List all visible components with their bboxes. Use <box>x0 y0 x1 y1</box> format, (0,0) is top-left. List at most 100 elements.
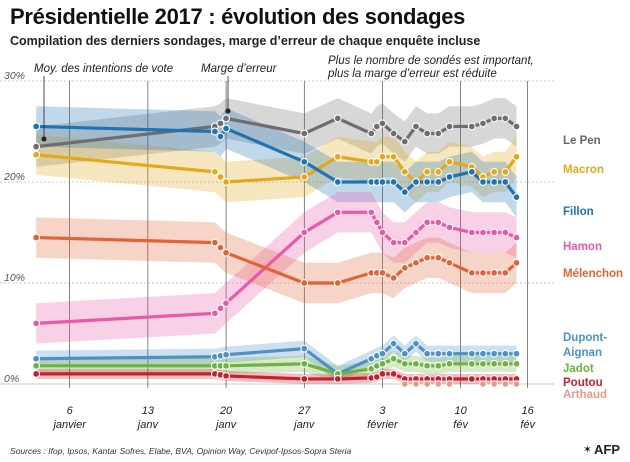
point-melenchon <box>389 274 398 282</box>
series-points <box>32 114 521 388</box>
annotation-average: Moy. des intentions de vote <box>34 63 173 75</box>
point-fillon <box>501 178 510 186</box>
point-hamon <box>367 208 376 217</box>
point-jadot <box>490 359 499 368</box>
point-lepen <box>389 129 398 138</box>
point-hamon <box>210 309 219 318</box>
point-macron <box>210 167 219 176</box>
point-macron <box>501 167 510 176</box>
chart-title: Présidentielle 2017 : évolution des sond… <box>10 4 466 29</box>
point-lepen <box>423 129 432 138</box>
point-poutou <box>32 369 41 378</box>
series-label-hamon: Hamon <box>563 241 602 253</box>
point-hamon <box>372 218 381 227</box>
point-jadot <box>378 359 387 368</box>
point-macron <box>434 167 443 176</box>
point-lepen <box>300 129 309 138</box>
point-hamon <box>479 228 487 237</box>
point-arthaud <box>512 380 521 388</box>
point-fillon <box>434 178 443 186</box>
point-dupont <box>467 349 476 358</box>
annotation-sample-line1: Plus le nombre de sondés est important, <box>328 55 534 67</box>
point-macron <box>445 157 454 166</box>
point-lepen <box>445 122 454 131</box>
point-jadot <box>412 359 420 368</box>
point-dupont <box>501 349 510 358</box>
x-tick-month: fév <box>453 419 469 431</box>
point-arthaud <box>501 380 510 388</box>
annotation-margin: Marge d’erreur <box>201 63 278 75</box>
point-hamon <box>378 228 387 237</box>
point-dupont <box>445 349 454 358</box>
point-hamon <box>467 228 476 237</box>
point-hamon <box>434 218 443 227</box>
point-jadot <box>434 361 443 370</box>
series-label-arthaud: Arthaud <box>563 389 607 401</box>
point-macron <box>300 173 309 181</box>
y-tick-label: 30% <box>4 70 25 82</box>
afp-star-icon: ✶ <box>582 444 592 456</box>
point-jadot <box>300 359 309 368</box>
point-hamon <box>222 299 231 308</box>
point-jadot <box>32 361 41 370</box>
point-lepen <box>412 122 420 131</box>
x-tick-month: janv <box>136 419 160 431</box>
point-fillon <box>490 178 499 186</box>
series-label-fillon: Fillon <box>563 206 594 218</box>
x-tick-day: 27 <box>297 405 311 417</box>
afp-logo: ✶ AFP <box>583 442 620 457</box>
point-arthaud <box>445 380 454 388</box>
point-dupont <box>490 349 499 358</box>
series-label-lepen: Le Pen <box>563 135 601 147</box>
point-lepen <box>400 137 409 146</box>
point-melenchon <box>423 253 432 262</box>
point-melenchon <box>467 268 476 277</box>
point-arthaud <box>423 380 431 388</box>
point-macron <box>512 152 521 161</box>
point-arthaud <box>412 380 420 388</box>
axis-ticks: 0% 10% 20% 30% 6 janvier 13 janv 20 janv 27 janv 3 fé… <box>3 70 536 431</box>
series-labels: Le Pen Macron Fillon Hamon Mélenchon Dupont- A… <box>563 135 623 401</box>
point-hamon <box>333 208 342 217</box>
series-label-dupont: Dupont- <box>563 332 607 344</box>
point-fillon <box>423 178 432 186</box>
point-macron <box>222 178 231 186</box>
point-melenchon <box>222 248 231 257</box>
series-label-jadot: Jadot <box>563 363 594 375</box>
point-poutou <box>389 369 398 378</box>
point-melenchon <box>412 258 420 267</box>
x-tick-month: janv <box>214 419 238 431</box>
x-tick-month: février <box>367 419 399 431</box>
point-jadot <box>222 361 231 370</box>
point-dupont <box>479 349 487 358</box>
point-dupont <box>434 349 443 358</box>
point-melenchon <box>501 268 510 277</box>
x-tick-day: 20 <box>219 405 233 417</box>
point-fillon <box>467 167 476 176</box>
point-hamon <box>512 233 521 242</box>
point-fillon <box>412 178 420 186</box>
point-jadot <box>423 361 432 370</box>
series-label-macron: Macron <box>563 164 604 176</box>
point-melenchon <box>434 253 443 262</box>
annotation-average-dot <box>41 136 47 142</box>
point-dupont <box>423 349 432 358</box>
point-poutou <box>300 375 309 383</box>
point-hamon <box>216 304 225 313</box>
point-hamon <box>445 223 454 232</box>
point-dupont <box>222 350 231 359</box>
point-macron <box>378 152 387 161</box>
point-poutou <box>378 369 387 378</box>
point-fillon <box>479 178 487 186</box>
point-macron <box>32 150 41 159</box>
point-jadot <box>445 359 454 368</box>
point-jadot <box>400 359 409 368</box>
point-hamon <box>389 238 398 247</box>
point-melenchon <box>333 279 342 287</box>
x-tick-month: fév <box>520 419 536 431</box>
point-hamon <box>423 218 432 227</box>
point-hamon <box>400 238 409 247</box>
point-dupont <box>378 349 387 358</box>
band-melenchon <box>36 217 517 304</box>
